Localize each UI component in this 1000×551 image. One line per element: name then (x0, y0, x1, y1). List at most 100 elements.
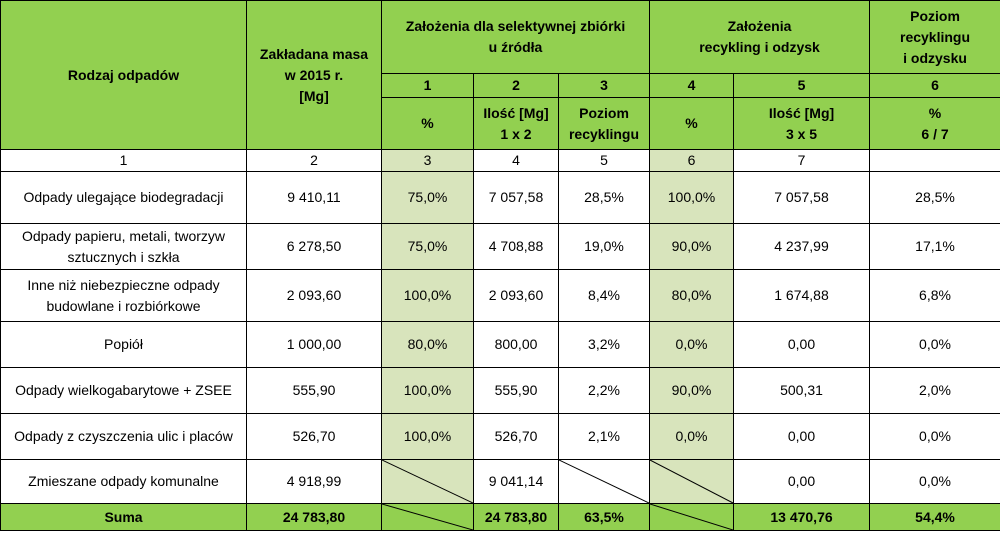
col-number: 3 (558, 73, 650, 98)
empty-cell (381, 503, 474, 531)
col-unit: Poziom recyklingu (558, 97, 650, 150)
empty-cell (649, 459, 734, 504)
row-c5: 1 674,88 (732, 269, 871, 322)
row-c2: 2 093,60 (473, 269, 559, 322)
col-number: 4 (649, 73, 734, 98)
row-c5: 0,00 (732, 321, 871, 368)
row-c3: 2,2% (558, 367, 650, 414)
row-c2: 526,70 (473, 413, 559, 460)
table-row: Odpady wielkogabarytowe + ZSEE 555,90 100,… (0, 367, 1000, 414)
row-c1: 100,0% (381, 367, 474, 414)
row-name: Odpady ulegające biodegradacji (0, 171, 247, 224)
footer-c6: 54,4% (869, 503, 1000, 531)
header-poziom: Poziom recyklingu i odzysku (869, 0, 1000, 74)
table-row: Zmieszane odpady komunalne 4 918,99 9 041,… (0, 459, 1000, 504)
index-cell: 5 (558, 149, 650, 172)
col-unit: Ilość [Mg] 1 x 2 (473, 97, 559, 150)
table-row: Odpady ulegające biodegradacji 9 410,11 75… (0, 171, 1000, 224)
col-number: 5 (732, 73, 871, 98)
row-c3: 28,5% (558, 171, 650, 224)
footer-c3: 63,5% (558, 503, 650, 531)
diagonal-slash (650, 504, 733, 530)
diagonal-slash (382, 504, 473, 530)
row-name: Odpady wielkogabarytowe + ZSEE (0, 367, 247, 414)
row-c1: 80,0% (381, 321, 474, 368)
footer-c5: 13 470,76 (732, 503, 871, 531)
row-masa: 9 410,11 (246, 171, 382, 224)
row-name: Popiół (0, 321, 247, 368)
footer-c2: 24 783,80 (473, 503, 559, 531)
row-masa: 4 918,99 (246, 459, 382, 504)
footer-masa: 24 783,80 (246, 503, 382, 531)
col-unit: % (649, 97, 734, 150)
row-masa: 6 278,50 (246, 223, 382, 270)
empty-cell (649, 503, 734, 531)
col-unit: Ilość [Mg] 3 x 5 (732, 97, 871, 150)
header-zalozenia-recykling: Założenia recykling i odzysk (648, 0, 871, 74)
row-c6: 0,0% (869, 321, 1000, 368)
row-name: Zmieszane odpady komunalne (0, 459, 247, 504)
footer-label: Suma (0, 503, 247, 531)
table-row: Inne niż niebezpieczne odpady budowlane i… (0, 269, 1000, 322)
row-c1: 100,0% (381, 269, 474, 322)
col-unit: % 6 / 7 (869, 97, 1000, 150)
index-cell: 7 (732, 149, 871, 172)
row-c3: 19,0% (558, 223, 650, 270)
row-name: Odpady papieru, metali, tworzyw sztucznyc… (0, 223, 247, 270)
empty-cell (381, 459, 474, 504)
row-c1: 75,0% (381, 223, 474, 270)
diagonal-slash (382, 460, 473, 503)
header-units-row: % Ilość [Mg] 1 x 2 Poziom recyklingu% Ilość [… (1, 97, 1000, 150)
diagonal-slash (650, 460, 733, 503)
index-cell: 1 (0, 149, 247, 172)
index-cell: 3 (381, 149, 474, 172)
row-c6: 0,0% (869, 459, 1000, 504)
col-number: 1 (381, 73, 474, 98)
row-c2: 4 708,88 (473, 223, 559, 270)
col-number: 2 (473, 73, 559, 98)
row-masa: 2 093,60 (246, 269, 382, 322)
empty-cell (558, 459, 650, 504)
row-c6: 2,0% (869, 367, 1000, 414)
header-row: Rodzaj odpadów Zakładana masa w 2015 r. [Mg… (0, 0, 1000, 150)
row-c2: 9 041,14 (473, 459, 559, 504)
col-number: 6 (869, 73, 1000, 98)
row-c5: 4 237,99 (732, 223, 871, 270)
row-c1: 75,0% (381, 171, 474, 224)
waste-table: Rodzaj odpadów Zakładana masa w 2015 r. [Mg… (0, 0, 1000, 531)
table-row: Popiół 1 000,00 80,0% 800,00 3,2% 0,0% 0,00 0,0… (0, 321, 1000, 368)
footer-row: Suma 24 783,80 24 783,80 63,5% 13 470,76 54,4… (0, 503, 1000, 531)
header-masa: Zakładana masa w 2015 r. [Mg] (246, 0, 382, 150)
index-cell: 2 (246, 149, 382, 172)
row-c4: 90,0% (649, 367, 734, 414)
row-c4: 90,0% (649, 223, 734, 270)
row-name: Inne niż niebezpieczne odpady budowlane i… (0, 269, 247, 322)
row-masa: 555,90 (246, 367, 382, 414)
index-cell: 6 (649, 149, 734, 172)
row-c4: 0,0% (649, 321, 734, 368)
row-c4: 80,0% (649, 269, 734, 322)
row-masa: 1 000,00 (246, 321, 382, 368)
row-c2: 7 057,58 (473, 171, 559, 224)
header-zalozenia-zbiorki: Założenia dla selektywnej zbiórki u źródł… (381, 0, 650, 74)
row-c1: 100,0% (381, 413, 474, 460)
table-row: Odpady papieru, metali, tworzyw sztucznyc… (0, 223, 1000, 270)
row-name: Odpady z czyszczenia ulic i placów (0, 413, 247, 460)
diagonal-slash (559, 460, 649, 503)
row-c6: 0,0% (869, 413, 1000, 460)
row-c2: 555,90 (473, 367, 559, 414)
row-c6: 6,8% (869, 269, 1000, 322)
row-c3: 8,4% (558, 269, 650, 322)
row-masa: 526,70 (246, 413, 382, 460)
row-c3: 3,2% (558, 321, 650, 368)
index-cell: 4 (473, 149, 559, 172)
col-unit: % (381, 97, 474, 150)
row-c3: 2,1% (558, 413, 650, 460)
row-c4: 0,0% (649, 413, 734, 460)
row-c6: 28,5% (869, 171, 1000, 224)
row-c2: 800,00 (473, 321, 559, 368)
row-c4: 100,0% (649, 171, 734, 224)
row-c5: 0,00 (732, 413, 871, 460)
